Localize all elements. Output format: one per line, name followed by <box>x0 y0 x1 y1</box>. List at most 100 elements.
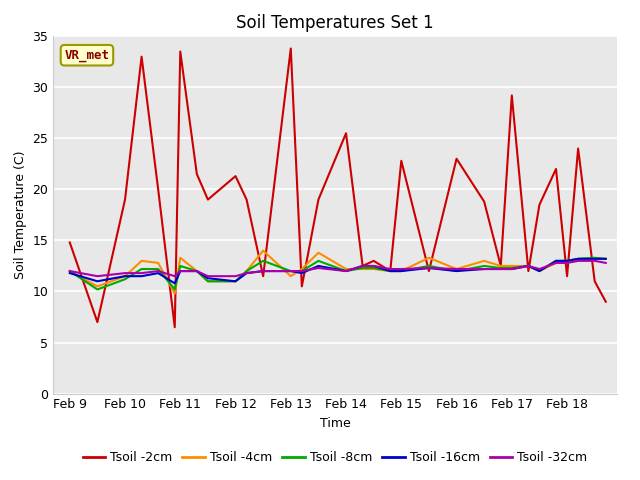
Tsoil -32cm <box>193 268 201 274</box>
Tsoil -2cm <box>298 284 306 289</box>
Tsoil -8cm <box>232 278 239 284</box>
Tsoil -8cm <box>370 265 378 271</box>
Tsoil -32cm <box>315 265 323 271</box>
Tsoil -32cm <box>177 268 184 274</box>
Tsoil -32cm <box>481 266 488 272</box>
Tsoil -4cm <box>259 248 267 253</box>
Tsoil -32cm <box>259 268 267 274</box>
Tsoil -16cm <box>370 263 378 269</box>
Tsoil -32cm <box>591 258 598 264</box>
Tsoil -16cm <box>177 268 184 274</box>
Tsoil -32cm <box>66 268 74 274</box>
Tsoil -4cm <box>204 278 212 284</box>
Tsoil -2cm <box>138 54 145 60</box>
Tsoil -32cm <box>370 263 378 269</box>
Tsoil -4cm <box>563 260 571 266</box>
Tsoil -16cm <box>552 258 560 264</box>
Tsoil -2cm <box>552 166 560 172</box>
Tsoil -8cm <box>93 287 101 292</box>
Tsoil -16cm <box>574 256 582 262</box>
Tsoil -32cm <box>93 273 101 279</box>
Tsoil -16cm <box>287 268 294 274</box>
Tsoil -2cm <box>342 131 350 136</box>
Tsoil -16cm <box>397 268 405 274</box>
Line: Tsoil -4cm: Tsoil -4cm <box>70 251 605 294</box>
Tsoil -32cm <box>525 263 532 269</box>
Tsoil -32cm <box>154 268 162 274</box>
Tsoil -32cm <box>397 266 405 272</box>
Tsoil -2cm <box>563 273 571 279</box>
Tsoil -2cm <box>602 299 609 305</box>
Tsoil -4cm <box>177 255 184 261</box>
Tsoil -4cm <box>193 268 201 274</box>
Tsoil -2cm <box>508 93 516 98</box>
Tsoil -32cm <box>232 273 239 279</box>
Tsoil -16cm <box>342 268 350 274</box>
Tsoil -16cm <box>243 270 250 276</box>
Line: Tsoil -2cm: Tsoil -2cm <box>70 48 605 327</box>
Tsoil -8cm <box>315 258 323 264</box>
Tsoil -4cm <box>552 260 560 266</box>
Tsoil -2cm <box>574 145 582 151</box>
Tsoil -8cm <box>574 256 582 262</box>
Tsoil -32cm <box>425 265 433 271</box>
Line: Tsoil -16cm: Tsoil -16cm <box>70 259 605 283</box>
Tsoil -2cm <box>315 197 323 203</box>
Tsoil -16cm <box>154 270 162 276</box>
Tsoil -2cm <box>93 319 101 325</box>
Tsoil -8cm <box>452 268 460 274</box>
Tsoil -4cm <box>497 263 504 269</box>
Tsoil -4cm <box>66 268 74 274</box>
Tsoil -4cm <box>508 263 516 269</box>
Tsoil -2cm <box>425 268 433 274</box>
Tsoil -32cm <box>359 263 367 269</box>
Tsoil -8cm <box>193 268 201 274</box>
Tsoil -2cm <box>370 258 378 264</box>
Tsoil -4cm <box>370 266 378 272</box>
Tsoil -8cm <box>177 263 184 269</box>
Tsoil -16cm <box>121 273 129 279</box>
Tsoil -4cm <box>574 256 582 262</box>
Tsoil -16cm <box>193 268 201 274</box>
Tsoil -16cm <box>602 256 609 262</box>
Tsoil -2cm <box>204 197 212 203</box>
Tsoil -16cm <box>315 263 323 269</box>
Tsoil -8cm <box>359 265 367 271</box>
Tsoil -2cm <box>591 278 598 284</box>
Tsoil -16cm <box>204 276 212 281</box>
Tsoil -2cm <box>193 171 201 177</box>
Tsoil -32cm <box>452 266 460 272</box>
Tsoil -4cm <box>359 266 367 272</box>
Y-axis label: Soil Temperature (C): Soil Temperature (C) <box>14 151 27 279</box>
Tsoil -4cm <box>154 260 162 266</box>
Tsoil -4cm <box>138 258 145 264</box>
Tsoil -2cm <box>452 156 460 162</box>
Tsoil -32cm <box>497 266 504 272</box>
Tsoil -4cm <box>387 268 394 274</box>
Tsoil -8cm <box>552 258 560 264</box>
Tsoil -8cm <box>481 263 488 269</box>
Tsoil -16cm <box>93 278 101 284</box>
Tsoil -4cm <box>481 258 488 264</box>
Tsoil -16cm <box>536 268 543 274</box>
Tsoil -32cm <box>204 273 212 279</box>
Tsoil -16cm <box>66 270 74 276</box>
Tsoil -2cm <box>481 199 488 204</box>
Tsoil -2cm <box>536 202 543 207</box>
Tsoil -32cm <box>121 270 129 276</box>
Tsoil -32cm <box>342 268 350 274</box>
Tsoil -8cm <box>171 287 179 292</box>
Tsoil -16cm <box>425 265 433 271</box>
Tsoil -2cm <box>287 46 294 51</box>
Tsoil -8cm <box>397 268 405 274</box>
Tsoil -8cm <box>138 266 145 272</box>
Tsoil -2cm <box>171 324 179 330</box>
Tsoil -4cm <box>232 278 239 284</box>
Tsoil -8cm <box>121 276 129 282</box>
Tsoil -8cm <box>259 258 267 264</box>
Tsoil -16cm <box>452 268 460 274</box>
Tsoil -16cm <box>591 256 598 262</box>
Tsoil -2cm <box>359 263 367 269</box>
Tsoil -8cm <box>243 268 250 274</box>
Tsoil -16cm <box>563 258 571 264</box>
